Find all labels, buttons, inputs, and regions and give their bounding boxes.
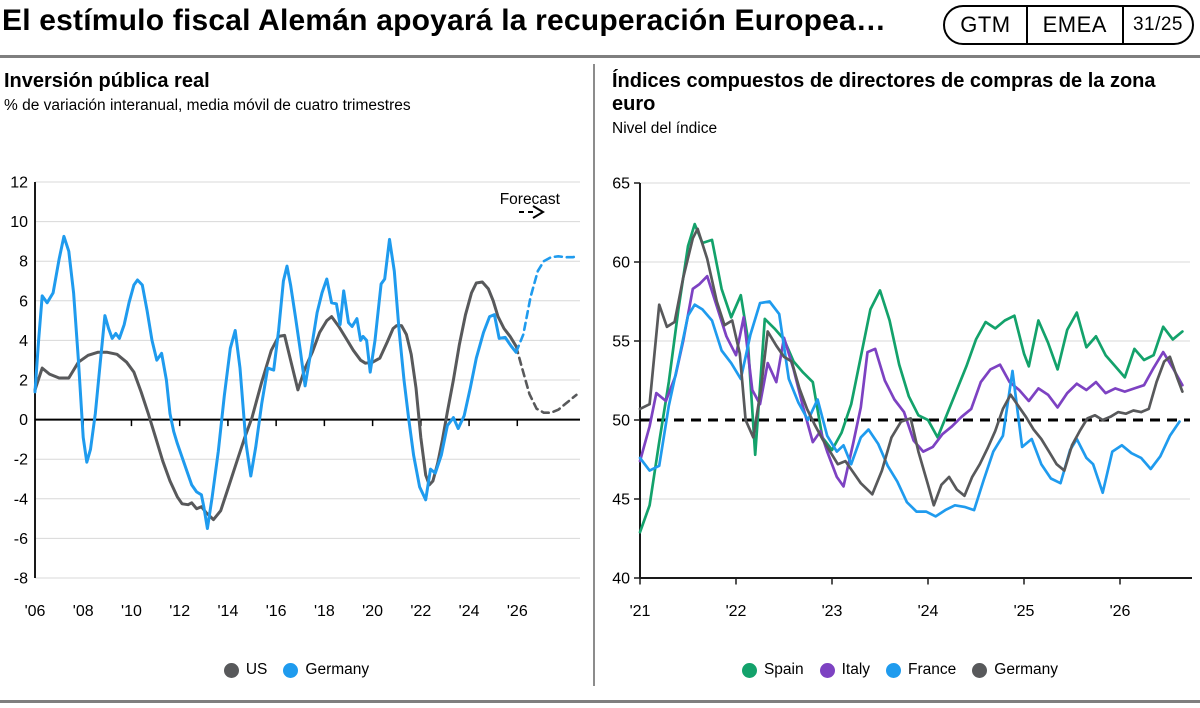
svg-text:'26: '26 [507, 603, 528, 620]
series-germany [33, 234, 518, 530]
svg-text:6: 6 [19, 293, 28, 310]
svg-text:50: 50 [612, 413, 630, 430]
svg-text:8: 8 [19, 254, 28, 271]
series-germany [638, 227, 1184, 507]
gtm-badge: GTM EMEA 31/25 [943, 5, 1194, 45]
legend-dot-icon [283, 662, 299, 678]
svg-text:'23: '23 [822, 603, 843, 620]
svg-text:'16: '16 [266, 603, 287, 620]
svg-text:55: 55 [612, 334, 630, 351]
svg-text:-6: -6 [14, 531, 28, 548]
public-investment-chart: 12 10 8 6 4 2 0 -2 -4 -6 -8 '06 '08 '10 '12 '14 '16 '18 '2… [10, 175, 580, 620]
svg-text:'06: '06 [25, 603, 46, 620]
panel-divider [593, 64, 595, 686]
svg-text:-4: -4 [14, 491, 28, 508]
svg-text:0: 0 [19, 412, 28, 429]
svg-text:'08: '08 [73, 603, 94, 620]
right-chart-legend: Spain Italy France Germany [600, 658, 1200, 682]
legend-label: Germany [305, 661, 370, 678]
legend-item-spain: Spain [741, 661, 804, 679]
series-italy [638, 274, 1184, 488]
bottom-divider [0, 700, 1200, 703]
svg-text:'24: '24 [918, 603, 939, 620]
svg-text:'26: '26 [1110, 603, 1131, 620]
svg-text:Forecast: Forecast [500, 191, 561, 208]
legend-item-france: France [886, 661, 956, 679]
pmi-chart: 65 60 55 50 45 40'21 '22 '23 '24 '25 '26 [612, 176, 1192, 620]
svg-text:'18: '18 [314, 603, 335, 620]
svg-text:65: 65 [612, 176, 630, 193]
right-chart-subtitle: Nivel del índice [612, 120, 718, 137]
legend-label: Italy [841, 661, 871, 678]
series-germany-forecast [514, 255, 578, 354]
left-chart-title: Inversión pública real [4, 70, 210, 92]
legend-dot-icon [972, 662, 988, 678]
svg-text:'10: '10 [121, 603, 142, 620]
series-france [638, 300, 1181, 518]
svg-text:2: 2 [19, 373, 28, 390]
legend-label: US [245, 661, 268, 678]
svg-text:-8: -8 [14, 571, 28, 588]
svg-text:-2: -2 [14, 452, 28, 469]
svg-text:'22: '22 [410, 603, 431, 620]
left-chart-header: Inversión pública real % de variación in… [4, 70, 411, 115]
legend-dot-icon [223, 662, 239, 678]
legend-dot-icon [741, 662, 757, 678]
legend-item-us: US [223, 661, 268, 679]
badge-region: EMEA [1025, 7, 1122, 43]
legend-item-italy: Italy [819, 661, 871, 679]
legend-label: Spain [763, 661, 804, 678]
left-chart-subtitle: % de variación interanual, media móvil d… [4, 97, 411, 114]
svg-text:'24: '24 [459, 603, 480, 620]
right-chart-header: Índices compuestos de directores de comp… [612, 70, 1200, 138]
svg-text:12: 12 [10, 175, 28, 192]
forecast-arrow-icon [532, 205, 545, 219]
legend-label: Germany [994, 661, 1059, 678]
legend-item-germany: Germany [972, 661, 1058, 679]
series-us [33, 280, 518, 522]
svg-text:'12: '12 [169, 603, 190, 620]
svg-text:'14: '14 [217, 603, 238, 620]
left-chart-legend: US Germany [0, 658, 593, 682]
legend-item-germany: Germany [283, 661, 369, 679]
legend-dot-icon [819, 662, 835, 678]
legend-dot-icon [886, 662, 902, 678]
right-chart-title: Índices compuestos de directores de comp… [612, 70, 1156, 115]
series-spain [638, 222, 1184, 534]
svg-text:'22: '22 [726, 603, 747, 620]
series-us-forecast [514, 345, 578, 414]
svg-text:10: 10 [10, 214, 28, 231]
svg-text:40: 40 [612, 571, 630, 588]
forecast-annotation: Forecast [500, 191, 561, 219]
svg-text:4: 4 [19, 333, 28, 350]
badge-program: GTM [960, 12, 1011, 37]
page-title: El estímulo fiscal Alemán apoyará la rec… [2, 4, 887, 37]
legend-label: France [908, 661, 957, 678]
svg-text:'20: '20 [362, 603, 383, 620]
svg-text:45: 45 [612, 492, 630, 509]
top-divider [0, 55, 1200, 58]
svg-text:'21: '21 [630, 603, 651, 620]
badge-page-number: 31/25 [1121, 7, 1192, 43]
svg-text:'25: '25 [1014, 603, 1035, 620]
svg-text:60: 60 [612, 255, 630, 272]
